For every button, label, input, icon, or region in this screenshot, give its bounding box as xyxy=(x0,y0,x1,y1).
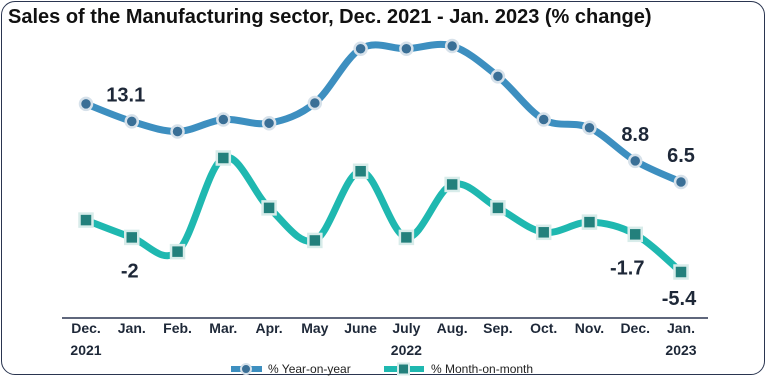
yoy-point xyxy=(627,153,643,169)
mom-point xyxy=(398,229,415,246)
x-tick-label: Jan. xyxy=(667,320,695,336)
x-tick-label: July xyxy=(392,320,420,336)
chart-title: Sales of the Manufacturing sector, Dec. … xyxy=(8,6,652,28)
x-tick-label: Dec. xyxy=(71,320,101,336)
mom-data-label: -2 xyxy=(121,260,139,282)
mom-point xyxy=(490,200,506,216)
mom-point xyxy=(124,229,140,246)
x-tick-label: Jan. xyxy=(118,320,146,336)
x-tick-label: Sep. xyxy=(483,320,513,336)
legend-yoy-label: % Year-on-year xyxy=(268,362,351,376)
mom-point xyxy=(581,214,598,230)
x-tick-label: Dec. xyxy=(620,320,650,336)
yoy-point xyxy=(78,96,94,112)
yoy-point xyxy=(307,95,323,111)
yoy-point xyxy=(399,41,414,57)
yoy-point xyxy=(490,69,506,84)
x-tick-label: Oct. xyxy=(530,320,557,336)
x-tick-label: May xyxy=(301,320,328,336)
x-tick-label: Nov. xyxy=(575,320,604,336)
mom-point xyxy=(535,224,552,241)
mom-data-label: -1.7 xyxy=(610,257,644,279)
x-tick-label: Aug. xyxy=(437,320,468,336)
x-year-label: 2023 xyxy=(665,342,696,358)
yoy-point xyxy=(673,174,689,190)
legend-yoy-marker xyxy=(240,363,252,375)
yoy-point xyxy=(216,112,231,127)
yoy-point xyxy=(444,38,460,54)
yoy-point xyxy=(353,41,368,57)
series-line-month-on-month xyxy=(82,153,685,276)
legend-mom-label: % Month-on-month xyxy=(431,362,533,376)
yoy-point xyxy=(124,114,140,129)
legend-mom-marker xyxy=(397,362,410,376)
mom-point xyxy=(673,264,689,280)
yoy-point xyxy=(582,120,597,136)
yoy-point xyxy=(536,112,551,127)
x-tick-label: June xyxy=(344,320,377,336)
yoy-point xyxy=(170,124,185,139)
mom-point xyxy=(352,163,369,179)
x-year-label: 2021 xyxy=(70,342,101,358)
mom-point xyxy=(261,200,277,216)
mom-point xyxy=(169,243,186,260)
yoy-point xyxy=(261,115,277,131)
x-tick-label: Mar. xyxy=(209,320,237,336)
mom-point xyxy=(215,150,232,166)
yoy-data-label: 8.8 xyxy=(621,124,649,146)
x-tick-label: Apr. xyxy=(255,320,282,336)
mom-point xyxy=(627,226,643,243)
yoy-data-label: 13.1 xyxy=(106,84,145,106)
mom-point xyxy=(307,232,323,249)
yoy-data-label: 6.5 xyxy=(667,145,695,167)
mom-point xyxy=(444,176,460,193)
mom-data-label: -5.4 xyxy=(662,288,697,310)
x-year-label: 2022 xyxy=(391,342,422,358)
series-line-year-on-year xyxy=(82,40,685,186)
mom-point xyxy=(78,212,94,228)
x-tick-label: Feb. xyxy=(163,320,192,336)
